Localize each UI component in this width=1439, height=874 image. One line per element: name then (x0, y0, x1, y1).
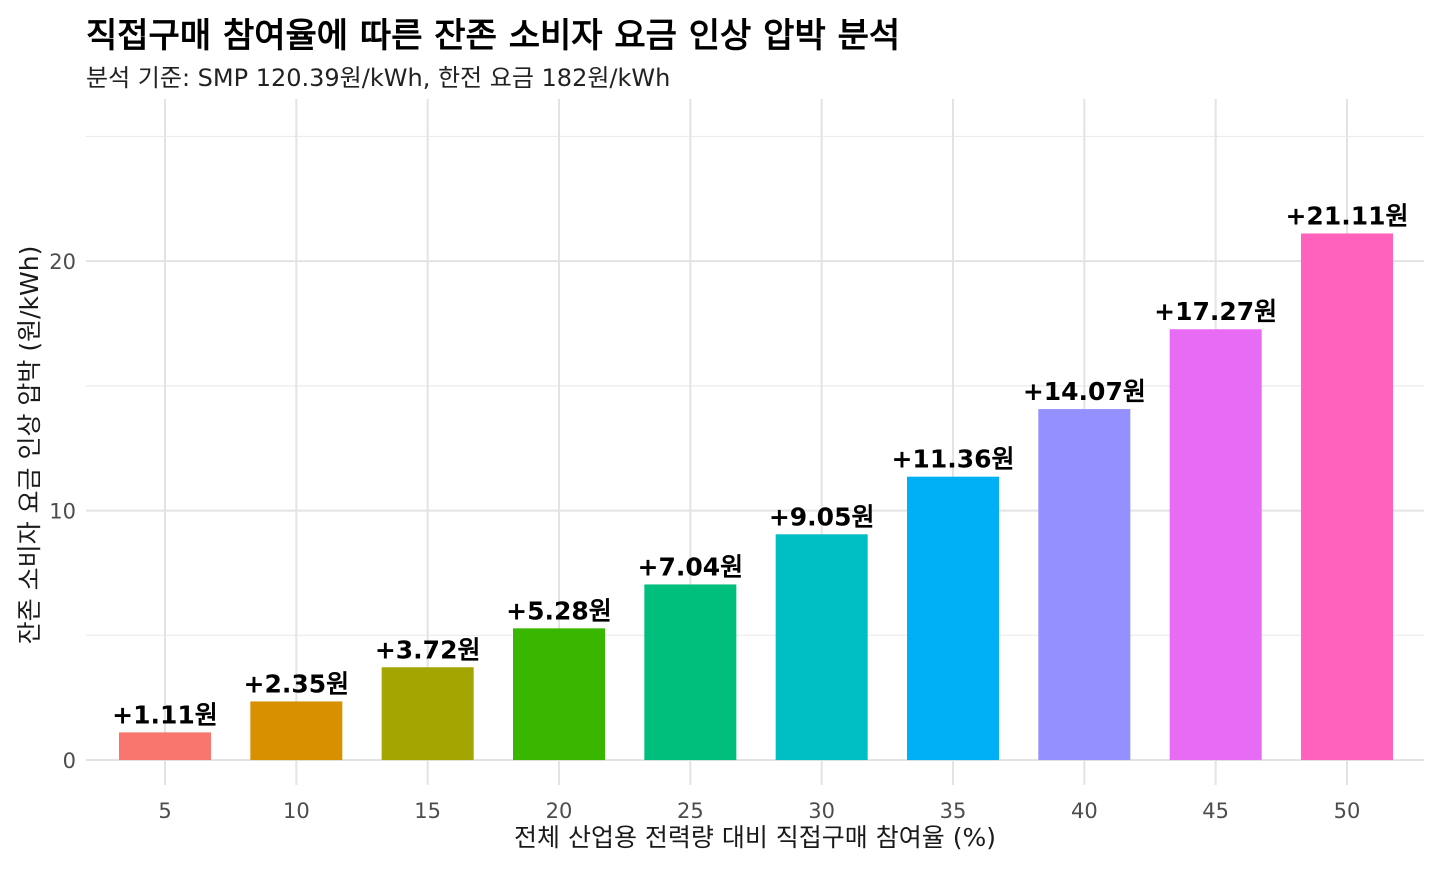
data-label-40: +14.07원 (1023, 377, 1146, 406)
bar-15 (381, 667, 474, 761)
y-tick-label: 20 (49, 250, 76, 274)
x-tick-label: 50 (1334, 799, 1361, 823)
chart-title: 직접구매 참여율에 따른 잔존 소비자 요금 인상 압박 분석 (86, 16, 901, 56)
bar-10 (250, 701, 343, 761)
y-axis-ticks: 0 10 20 (49, 250, 76, 773)
x-tick-label: 25 (677, 799, 704, 823)
data-label-20: +5.28원 (506, 596, 612, 625)
y-tick-label: 10 (49, 500, 76, 524)
x-tick-label: 20 (546, 799, 573, 823)
data-label-45: +17.27원 (1154, 297, 1277, 326)
bar-30 (775, 534, 868, 761)
data-label-30: +9.05원 (769, 502, 875, 531)
x-axis-title: 전체 산업용 전력량 대비 직접구매 참여율 (%) (514, 823, 996, 852)
data-label-10: +2.35원 (244, 669, 350, 698)
x-tick-label: 5 (158, 799, 171, 823)
bars (119, 233, 1393, 761)
bar-50 (1301, 233, 1393, 761)
x-tick-label: 35 (940, 799, 967, 823)
data-label-15: +3.72원 (375, 635, 481, 664)
bar-20 (513, 628, 605, 761)
x-tick-label: 15 (414, 799, 441, 823)
bar-35 (907, 476, 999, 761)
data-labels: +1.11원 +2.35원 +3.72원 +5.28원 +7.04원 +9.05원 +11.… (112, 201, 1408, 729)
bar-5 (119, 732, 211, 761)
data-label-50: +21.11원 (1285, 201, 1408, 230)
x-tick-label: 45 (1202, 799, 1229, 823)
chart-subtitle: 분석 기준: SMP 120.39원/kWh, 한전 요금 182원/kWh (86, 64, 671, 92)
x-tick-label: 40 (1071, 799, 1098, 823)
data-label-35: +11.36원 (891, 445, 1014, 474)
data-label-25: +7.04원 (638, 552, 744, 581)
y-tick-label: 0 (63, 749, 76, 773)
data-label-5: +1.11원 (112, 700, 218, 729)
bar-40 (1038, 409, 1131, 761)
x-axis-ticks: 5 10 15 20 25 30 35 40 45 50 (158, 799, 1360, 823)
bar-45 (1169, 329, 1262, 761)
y-axis-title: 잔존 소비자 요금 인상 압박 (원/kWh) (15, 246, 44, 645)
bar-25 (644, 584, 737, 761)
x-tick-label: 10 (283, 799, 310, 823)
x-tick-label: 30 (808, 799, 835, 823)
